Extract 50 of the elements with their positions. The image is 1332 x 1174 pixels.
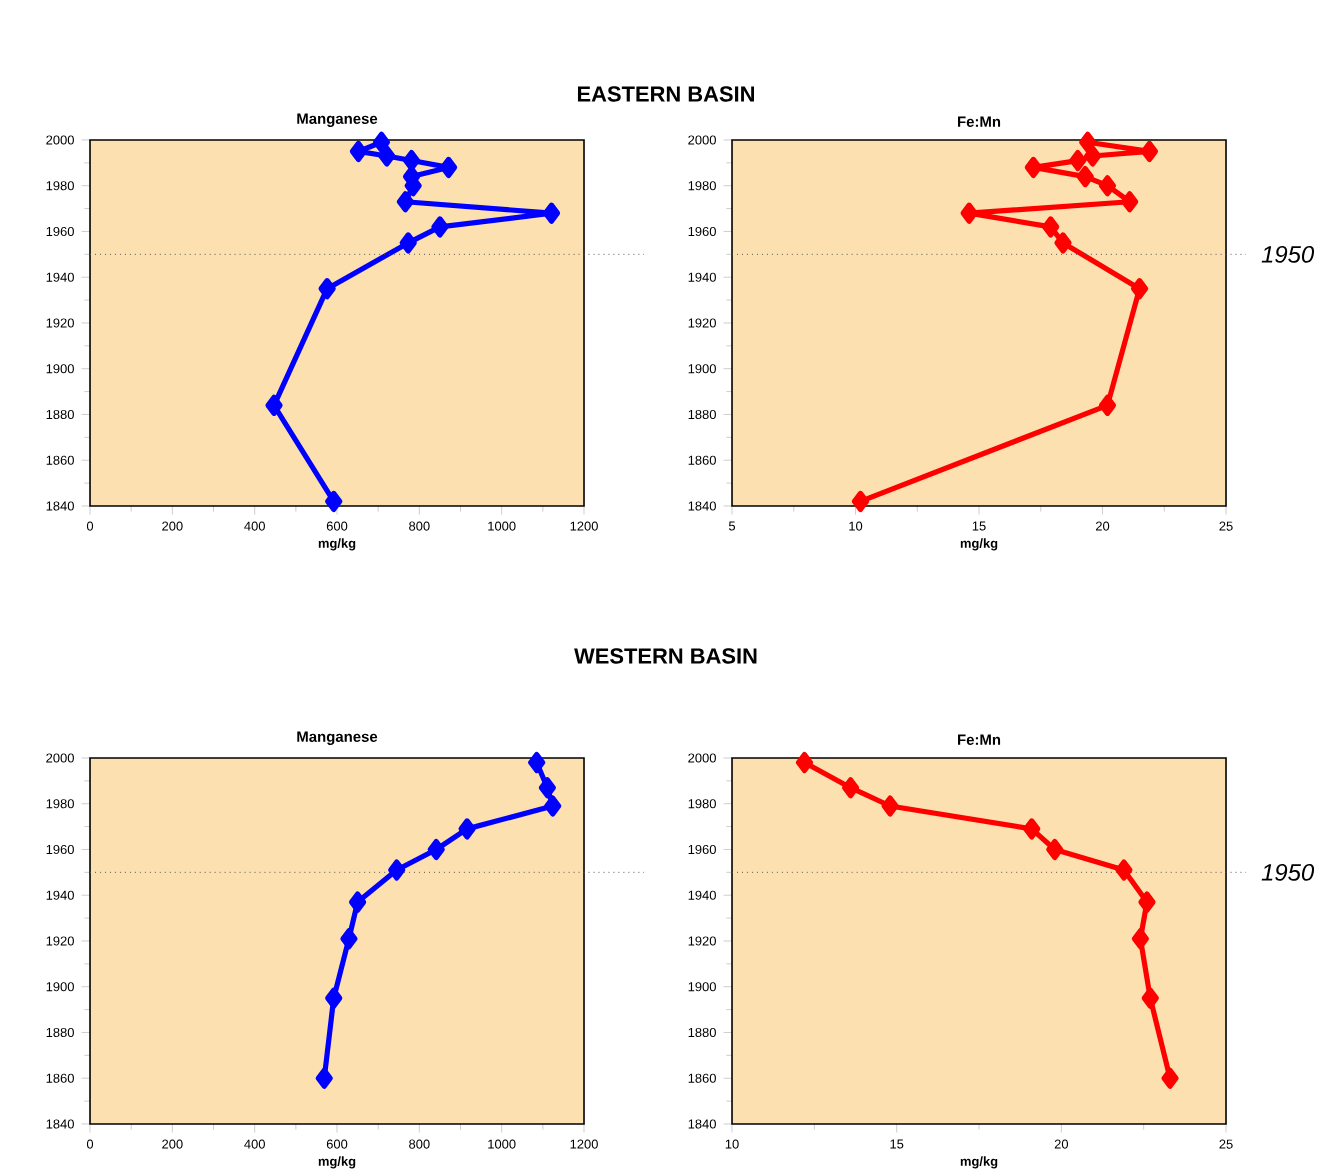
point [1140,140,1159,162]
point [851,490,870,512]
point [1098,394,1117,416]
point [1046,838,1064,861]
point [1024,156,1042,179]
point [1115,859,1133,881]
point [315,1067,333,1089]
point [960,202,978,224]
point [1079,131,1097,153]
point [544,795,562,817]
point [1098,175,1117,197]
point [325,490,343,512]
point [1141,987,1159,1009]
point [388,859,406,881]
point [427,838,445,861]
point [881,795,899,817]
point [265,394,283,416]
point [538,777,556,799]
text: EASTERN BASIN [577,86,754,102]
point [349,140,368,162]
point [1131,928,1149,950]
point [1161,1067,1179,1089]
point [1138,891,1156,913]
point [458,818,476,840]
point [325,987,343,1009]
ref-line-label: 1950 [1261,863,1315,881]
ref-line-label: 1950 [1261,245,1315,263]
point [1076,165,1094,188]
point [1042,216,1060,238]
point [372,131,391,153]
point [1069,149,1087,172]
point [349,891,367,913]
point [1130,278,1149,300]
point [378,145,396,167]
point [318,278,336,300]
point [795,751,814,774]
point [528,751,546,774]
point [1121,191,1139,213]
point [1023,818,1041,840]
point [542,202,561,224]
point [439,156,458,179]
point [396,191,414,213]
point [431,216,449,238]
point [1084,145,1102,167]
point [340,928,358,950]
point [399,232,417,254]
point [1054,232,1072,254]
point [402,149,421,172]
text: WESTERN BASIN [574,648,757,664]
point [841,777,860,799]
